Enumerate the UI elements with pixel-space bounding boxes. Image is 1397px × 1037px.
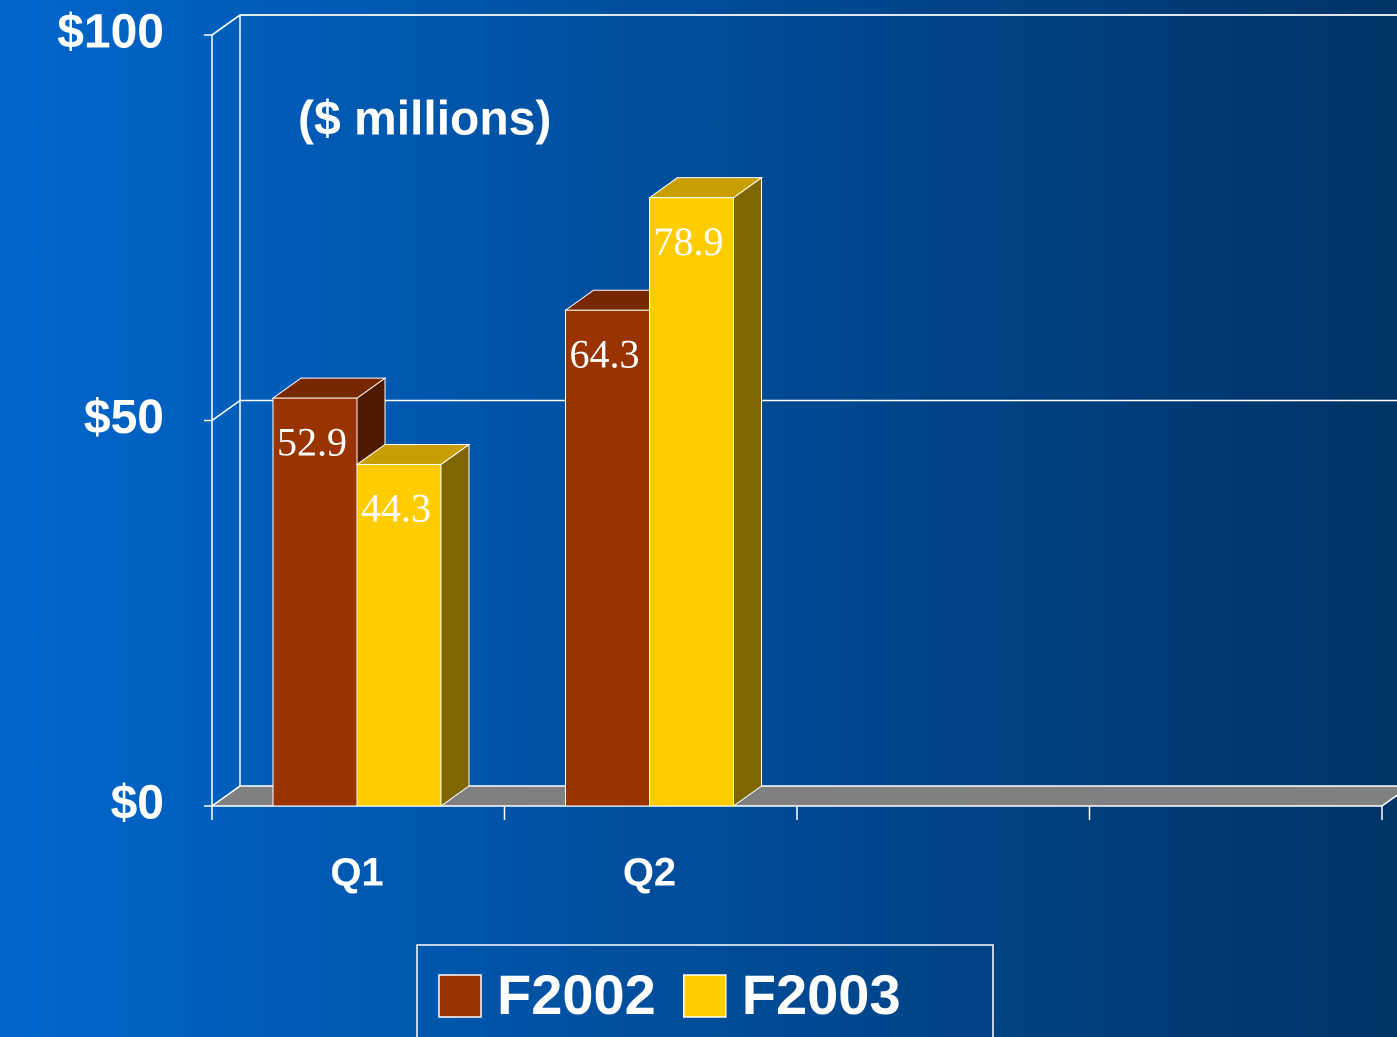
grid-line [211, 14, 1397, 36]
y-tick-label: $50 [84, 391, 164, 444]
legend-label: F2002 [497, 963, 656, 1026]
value-label: 44.3 [361, 486, 431, 531]
bar [272, 397, 358, 807]
bar-side [733, 176, 762, 807]
value-label: 52.9 [277, 419, 347, 464]
y-tick-label: $0 [111, 777, 164, 830]
grid-line [211, 399, 1397, 422]
bar [649, 197, 734, 807]
legend-swatch [438, 974, 482, 1018]
floor [209, 785, 1397, 807]
annotation: ($ millions) [298, 93, 551, 146]
value-label: 64.3 [570, 331, 640, 376]
x-tick-label: Q2 [623, 851, 676, 895]
legend-swatch [683, 974, 727, 1018]
bar [565, 309, 650, 807]
y-tick-label: $100 [57, 6, 164, 59]
bar-side [440, 443, 470, 807]
x-tick-label: Q1 [330, 851, 383, 895]
legend-box [416, 944, 994, 1037]
bar [356, 463, 442, 807]
value-label: 78.9 [654, 219, 724, 264]
legend-label: F2003 [742, 963, 901, 1026]
